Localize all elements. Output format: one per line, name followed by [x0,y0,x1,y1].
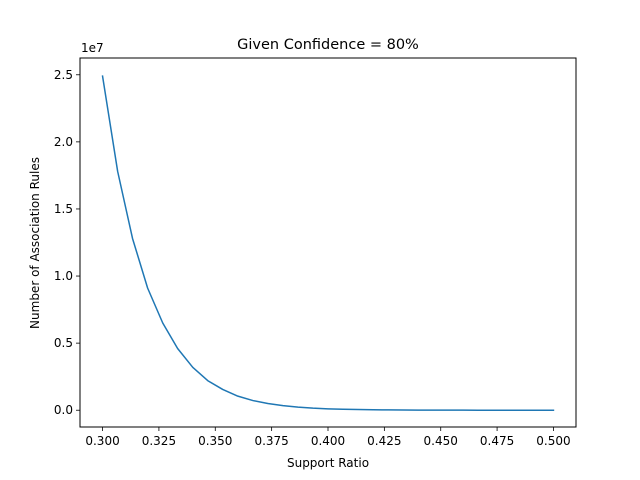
x-tick-label: 0.350 [198,434,232,448]
y-axis-label: Number of Association Rules [28,157,42,329]
chart-title: Given Confidence = 80% [237,37,419,53]
x-tick-label: 0.300 [85,434,119,448]
x-tick-label: 0.325 [142,434,176,448]
y-axis-offset-label: 1e7 [81,41,104,55]
x-tick-label: 0.500 [536,434,570,448]
series-line-0 [101,75,555,411]
x-tick-label: 0.450 [424,434,458,448]
y-tick-label: 1.5 [54,202,73,216]
x-tick-label: 0.425 [367,434,401,448]
y-tick-label: 2.5 [54,68,73,82]
y-tick-label: 0.0 [54,403,73,417]
y-tick-label: 0.5 [54,336,73,350]
x-tick-label: 0.400 [311,434,345,448]
y-tick-label: 2.0 [54,135,73,149]
x-axis-label: Support Ratio [287,456,369,470]
y-tick-label: 1.0 [54,269,73,283]
x-tick-label: 0.475 [480,434,514,448]
x-tick-label: 0.375 [254,434,288,448]
plot-area: 0.300 0.325 0.350 0.375 0.400 0.425 0.450 0.475… [54,57,577,448]
